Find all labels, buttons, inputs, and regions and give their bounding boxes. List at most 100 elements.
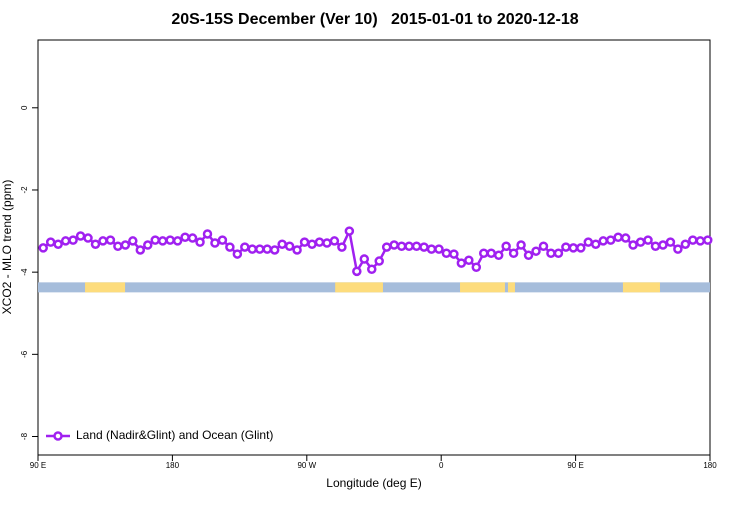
data-point [322, 238, 332, 248]
data-point [83, 233, 93, 243]
data-point [344, 226, 355, 236]
data-point [45, 237, 56, 247]
data-point [217, 235, 228, 245]
data-point [38, 243, 48, 253]
data-point [150, 235, 160, 245]
data-point [680, 239, 691, 249]
data-point [553, 248, 564, 259]
data-point [658, 240, 668, 250]
data-point [135, 245, 146, 255]
land-segment [460, 282, 505, 293]
data-point [255, 244, 265, 254]
data-point [105, 235, 116, 245]
data-point [419, 242, 429, 252]
chart-title: 20S-15S December (Ver 10) 2015-01-01 to … [171, 11, 578, 28]
x-axis-label: Longitude (deg E) [326, 476, 421, 490]
data-point [441, 248, 452, 259]
x-tick-label: 0 [439, 461, 444, 470]
data-point [232, 249, 243, 259]
data-point [449, 249, 459, 259]
data-point [561, 242, 571, 252]
data-point [165, 235, 175, 245]
y-axis-label: XCO2 - MLO trend (ppm) [0, 180, 14, 315]
data-point [538, 241, 549, 252]
data-point [98, 236, 108, 246]
data-point [411, 241, 422, 252]
data-point [576, 243, 586, 253]
data-point [404, 241, 414, 252]
data-point [516, 240, 526, 250]
data-point [605, 235, 616, 245]
data-point [352, 266, 362, 277]
data-point [299, 237, 310, 247]
x-tick-label: 90 W [297, 461, 316, 470]
data-point [568, 243, 579, 253]
data-point [493, 250, 504, 261]
data-point [501, 241, 511, 252]
legend-label: Land (Nadir&Glint) and Ocean (Glint) [76, 428, 273, 442]
land-segment [622, 282, 660, 293]
data-point [172, 236, 183, 246]
data-point [210, 238, 220, 248]
data-point [284, 241, 295, 252]
x-tick-label: 90 E [30, 461, 46, 470]
data-point [434, 244, 444, 254]
x-tick-label: 90 E [567, 461, 583, 470]
data-point [479, 248, 489, 259]
land-segment [507, 282, 515, 293]
data-point [292, 245, 302, 255]
data-point [90, 239, 101, 249]
data-point [75, 231, 86, 241]
data-point [464, 255, 474, 265]
plot-frame [37, 39, 711, 456]
data-point [337, 242, 347, 252]
data-point [68, 235, 78, 245]
y-tick-label: -8 [20, 432, 29, 440]
y-tick-label: 0 [20, 105, 29, 110]
land-segment [335, 282, 383, 293]
data-point [307, 239, 317, 249]
data-point [359, 254, 370, 264]
data-point [628, 240, 638, 250]
data-point [583, 237, 594, 247]
data-point [486, 248, 496, 259]
data-point [180, 232, 190, 242]
legend-marker [53, 431, 63, 441]
data-point [598, 236, 608, 246]
data-point [620, 233, 631, 243]
data-point [508, 248, 519, 259]
data-point [688, 235, 698, 245]
data-point [471, 262, 482, 272]
data-point [329, 236, 340, 246]
data-point [374, 256, 384, 266]
data-point [396, 241, 407, 252]
data-point [643, 235, 653, 245]
data-point [113, 241, 123, 252]
data-point [120, 240, 131, 250]
data-point [60, 236, 71, 246]
data-point [367, 264, 377, 275]
data-point [591, 239, 601, 249]
data-point [703, 235, 713, 245]
data-point [613, 232, 623, 242]
data-point [53, 239, 63, 249]
data-point [523, 250, 534, 261]
x-tick-label: 180 [703, 461, 717, 470]
data-point [314, 237, 325, 247]
data-point [157, 236, 168, 246]
data-point [456, 258, 467, 268]
data-point [225, 242, 235, 252]
data-point [546, 248, 556, 259]
data-point [195, 237, 205, 247]
data-point [381, 242, 392, 252]
data-point [277, 239, 287, 249]
data-point [187, 233, 198, 243]
y-tick-label: -6 [20, 350, 29, 358]
data-point [695, 236, 706, 246]
x-tick-label: 180 [166, 461, 180, 470]
data-point [635, 237, 646, 247]
data-point [673, 244, 683, 254]
data-point [262, 244, 272, 254]
data-point [389, 240, 399, 250]
